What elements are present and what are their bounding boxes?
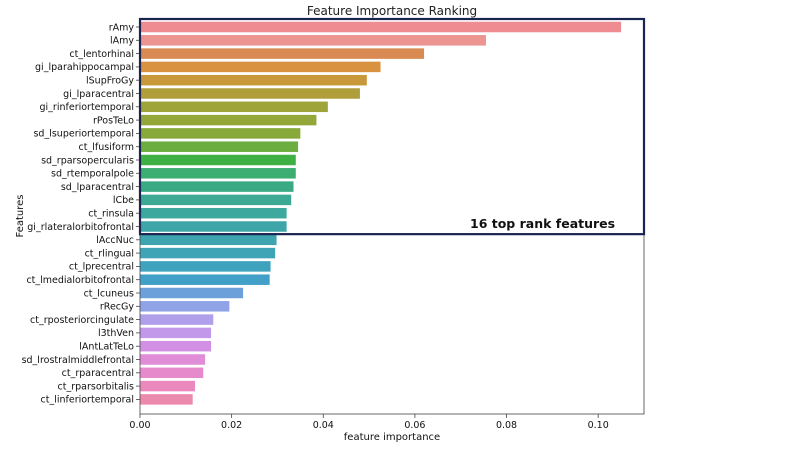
category-label: rAmy: [109, 22, 135, 33]
x-tick-label: 0.04: [313, 420, 334, 431]
category-label: rRecGy: [100, 302, 135, 313]
x-tick-label: 0.00: [129, 420, 150, 431]
bar-lCbe: [140, 194, 292, 206]
category-label: ct_lcuneus: [84, 288, 134, 299]
bar-lAccNuc: [140, 234, 277, 246]
category-label: ct_lmedialorbitofrontal: [26, 275, 134, 286]
bar-ct_lprecentral: [140, 261, 271, 272]
category-label: lCbe: [113, 195, 134, 206]
bars-group: [140, 21, 622, 405]
category-label: ct_lentorhinal: [69, 49, 134, 60]
bar-sd_rparsopercularis: [140, 154, 296, 166]
chart-title: Feature Importance Ranking: [307, 4, 477, 18]
category-label: ct_rlingual: [85, 248, 134, 259]
bar-sd_rtemporalpole: [140, 168, 296, 179]
category-label: sd_lparacentral: [61, 182, 134, 193]
category-label: lSupFroGy: [86, 76, 134, 87]
category-label: sd_lsuperiortemporal: [33, 129, 134, 140]
bar-gi_lparahippocampal: [140, 61, 381, 73]
category-label: ct_rparacentral: [62, 368, 134, 379]
bar-lAmy: [140, 35, 486, 46]
category-label: lAmy: [110, 36, 134, 47]
bar-sd_lparacentral: [140, 181, 294, 192]
category-label: ct_linferiortemporal: [41, 395, 134, 406]
x-tick-label: 0.02: [221, 420, 242, 431]
category-label: sd_rtemporalpole: [51, 169, 134, 180]
category-label: rPosTeLo: [93, 115, 134, 126]
category-label: ct_lprecentral: [69, 262, 134, 273]
category-label: lAntLatTeLo: [79, 342, 134, 353]
bar-rPosTeLo: [140, 114, 317, 126]
bar-gi_rlateralorbitofrontal: [140, 221, 287, 232]
category-label: gi_lparacentral: [63, 89, 134, 100]
category-label: ct_lfusiform: [79, 142, 134, 153]
bar-rAmy: [140, 21, 622, 33]
category-label: ct_rparsorbitalis: [58, 381, 135, 392]
bar-l3thVen: [140, 327, 212, 339]
top-features-highlight-box: [138, 17, 646, 236]
top-features-annotation: 16 top rank features: [470, 216, 615, 231]
category-label: ct_rposteriorcingulate: [30, 315, 134, 326]
category-label: gi_rlateralorbitofrontal: [27, 222, 134, 233]
x-tick-label: 0.10: [588, 420, 609, 431]
category-label: gi_lparahippocampal: [35, 62, 134, 73]
category-label: lAccNuc: [96, 235, 134, 246]
bar-gi_rinferiortemporal: [140, 101, 328, 113]
category-labels: rAmy lAmy ct_lentorhinal gi_lparahippocampa…: [22, 22, 140, 406]
category-label: gi_rinferiortemporal: [40, 102, 134, 113]
bar-lAntLatTeLo: [140, 340, 212, 352]
category-label: sd_rparsopercularis: [41, 155, 134, 166]
bar-ct_rparsorbitalis: [140, 380, 195, 392]
bar-ct_lcuneus: [140, 287, 244, 299]
bar-sd_lrostralmiddlefrontal: [140, 354, 206, 365]
bar-ct_rposteriorcingulate: [140, 314, 214, 325]
bar-ct_rlingual: [140, 247, 276, 259]
x-tick-label: 0.06: [404, 420, 425, 431]
y-axis-label: Features: [15, 195, 26, 238]
x-tick-label: 0.08: [496, 420, 517, 431]
bar-lSupFroGy: [140, 74, 367, 86]
category-label: sd_lrostralmiddlefrontal: [22, 355, 134, 366]
bar-ct_lfusiform: [140, 141, 299, 152]
category-label: l3thVen: [98, 328, 134, 339]
bar-rRecGy: [140, 301, 230, 312]
category-label: ct_rinsula: [88, 209, 134, 220]
x-axis-label: feature importance: [344, 432, 440, 443]
bar-ct_rparacentral: [140, 367, 204, 379]
bar-ct_lentorhinal: [140, 48, 425, 59]
bar-ct_linferiortemporal: [140, 394, 193, 405]
bar-ct_rinsula: [140, 207, 287, 219]
bar-sd_lsuperiortemporal: [140, 128, 301, 139]
bar-ct_lmedialorbitofrontal: [140, 274, 270, 285]
x-axis: 0.00 0.02 0.04 0.06 0.08 0.10: [129, 414, 609, 431]
bar-gi_lparacentral: [140, 88, 360, 99]
